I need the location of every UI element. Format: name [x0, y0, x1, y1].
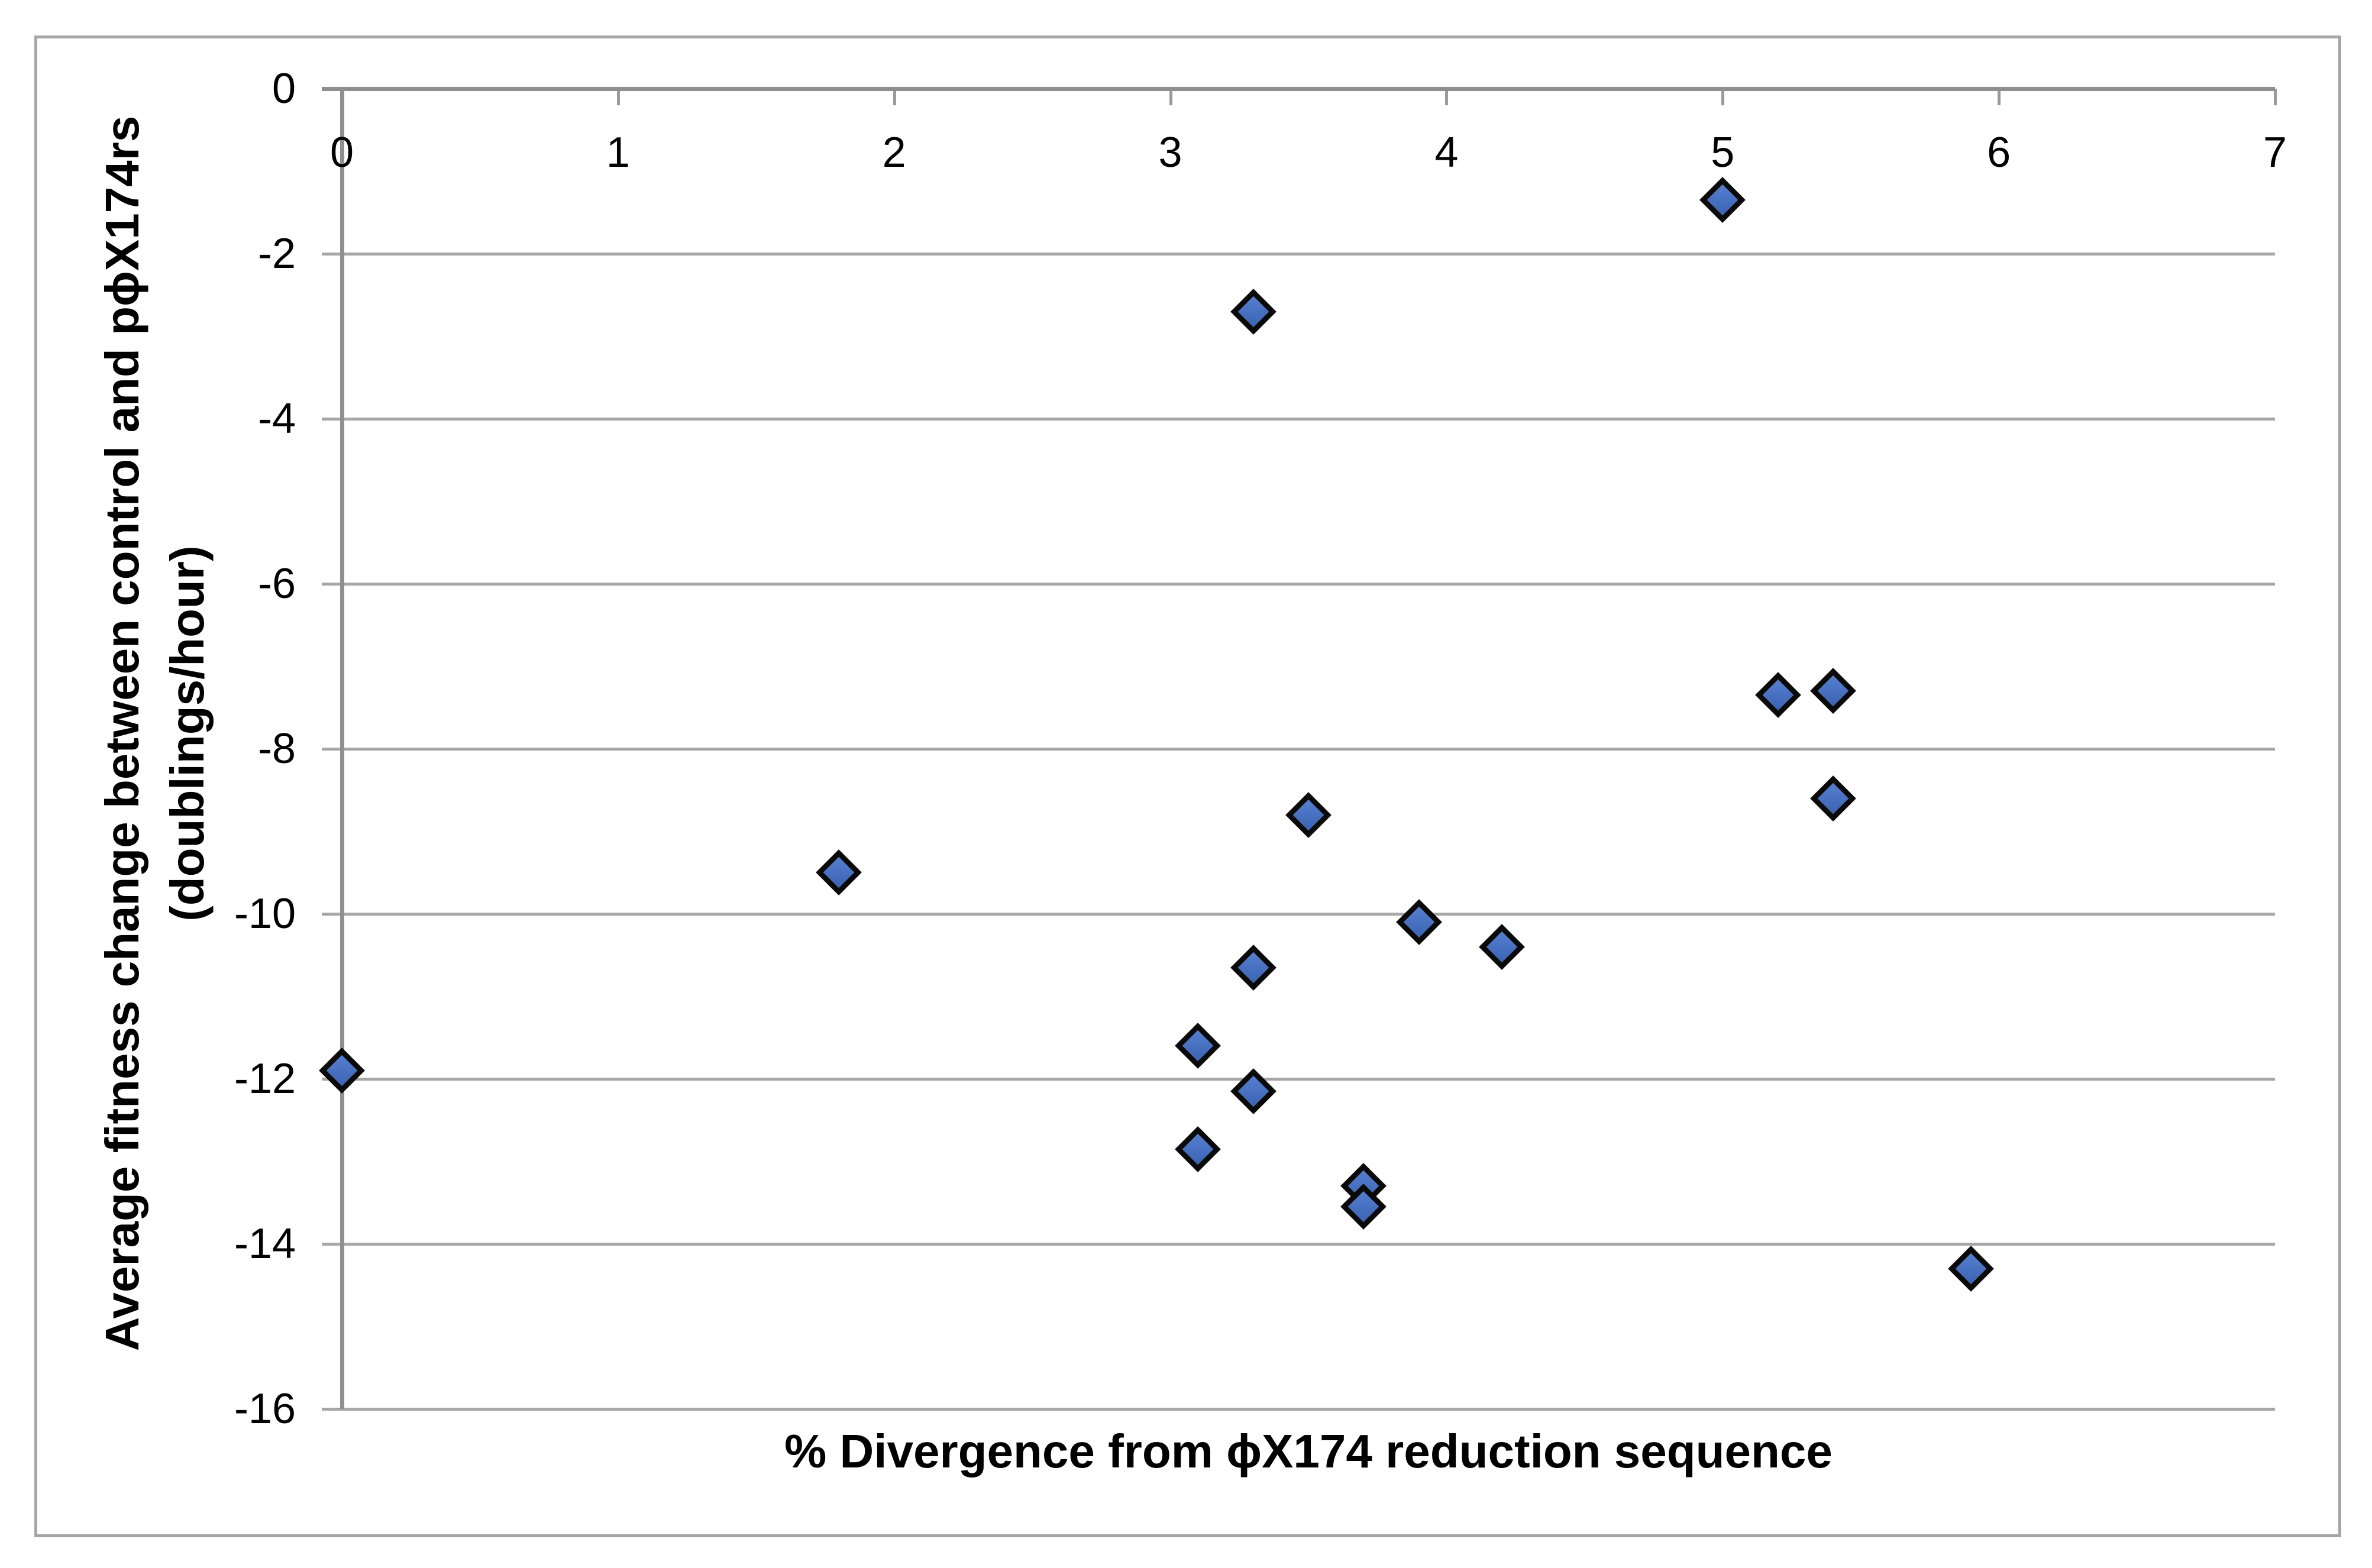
- data-point: [1478, 923, 1525, 970]
- y-tick-label: -12: [234, 1055, 296, 1103]
- y-tick-label: -4: [257, 395, 296, 442]
- data-point: [1395, 899, 1442, 945]
- x-axis-tick: [1445, 89, 1449, 105]
- y-axis-tick: [322, 418, 342, 421]
- gridline: [342, 418, 2275, 421]
- y-axis-tick: [322, 913, 342, 916]
- x-tick-label: 6: [1987, 129, 2011, 176]
- gridline: [342, 913, 2275, 916]
- gridline: [342, 1078, 2275, 1081]
- y-tick-label: -2: [257, 230, 296, 277]
- figure-border: [34, 35, 2341, 1537]
- x-axis-tick: [1998, 89, 2001, 105]
- gridline: [342, 253, 2275, 256]
- y-axis-title-line2: (doublings/hour): [161, 545, 214, 922]
- x-axis-line: [322, 87, 2275, 91]
- x-tick-label: 5: [1711, 129, 1735, 176]
- data-point: [1699, 177, 1746, 224]
- data-point: [1754, 672, 1801, 719]
- data-point: [1230, 288, 1277, 335]
- data-point: [319, 1048, 365, 1094]
- y-tick-label: -8: [257, 725, 296, 772]
- y-axis-tick: [322, 253, 342, 256]
- y-axis-title: Average fitness change between control a…: [90, 24, 220, 1443]
- y-tick-label: -16: [234, 1385, 296, 1433]
- y-tick-label: -10: [234, 890, 296, 937]
- x-axis-tick: [893, 89, 896, 105]
- gridline: [342, 583, 2275, 586]
- y-axis-tick: [322, 748, 342, 751]
- x-axis-tick: [616, 89, 620, 105]
- y-axis-tick: [322, 1408, 342, 1411]
- x-tick-label: 3: [1158, 129, 1182, 176]
- y-axis-tick: [322, 1243, 342, 1246]
- x-axis-tick: [1721, 89, 1725, 105]
- gridline: [342, 1408, 2275, 1411]
- x-axis-title: % Divergence from ϕX174 reduction sequen…: [784, 1425, 1833, 1478]
- x-tick-label: 4: [1434, 129, 1459, 176]
- data-point: [1810, 775, 1856, 822]
- gridline: [342, 1243, 2275, 1246]
- y-axis-line: [340, 89, 344, 1409]
- data-point: [1230, 944, 1277, 991]
- x-axis-tick: [1169, 89, 1172, 105]
- data-point: [1810, 668, 1856, 715]
- y-axis-title-line1: Average fitness change between control a…: [96, 115, 148, 1352]
- data-point: [1175, 1023, 1221, 1069]
- data-point: [816, 849, 862, 896]
- x-tick-label: 1: [606, 129, 630, 176]
- data-point: [1175, 1126, 1221, 1172]
- y-tick-label: 0: [272, 65, 296, 112]
- data-point: [1230, 1068, 1277, 1114]
- y-tick-label: -14: [234, 1220, 296, 1268]
- x-tick-label: 0: [329, 129, 354, 176]
- data-point: [1285, 791, 1332, 838]
- data-point: [1948, 1245, 1995, 1292]
- y-tick-label: -6: [257, 560, 296, 607]
- y-axis-tick: [322, 583, 342, 586]
- x-tick-label: 2: [882, 129, 906, 176]
- gridline: [342, 748, 2275, 751]
- x-axis-tick: [2274, 89, 2277, 105]
- x-tick-label: 7: [2263, 129, 2287, 176]
